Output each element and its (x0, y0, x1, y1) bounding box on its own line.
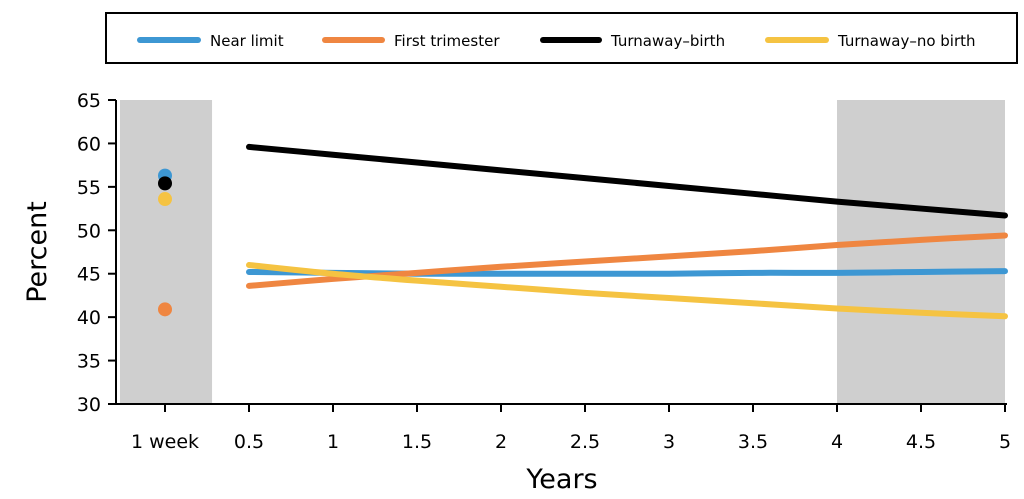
x-axis-title: Years (525, 464, 597, 495)
x-tick-label: 1 (327, 431, 339, 453)
y-tick-label: 45 (77, 264, 101, 286)
y-tick-label: 30 (77, 394, 101, 416)
x-tick-label: 1.5 (402, 431, 432, 453)
shaded-region-0 (120, 100, 213, 404)
y-tick-label: 50 (77, 220, 101, 242)
x-tick-label: 4 (831, 431, 843, 453)
legend-box (105, 12, 1018, 64)
legend-item-near-limit: Near limit (137, 32, 284, 50)
y-tick-label: 35 (77, 351, 101, 373)
x-tick-label: 3.5 (738, 431, 768, 453)
series-line-turnaway-birth (246, 143, 1008, 219)
x-tick-label: 3 (663, 431, 675, 453)
y-axis-ticks: 30 35 40 45 50 55 60 65 (77, 90, 116, 416)
x-tick-label: 5 (999, 431, 1011, 453)
shaded-region-1 (837, 100, 1005, 404)
legend-item-turnaway-no-birth: Turnaway–no birth (765, 32, 976, 50)
one-week-point-turnaway-birth (158, 176, 172, 191)
one-week-point-turnaway-no-birth (158, 192, 172, 207)
y-tick-label: 40 (77, 307, 101, 329)
x-axis-ticks: 1 week 0.5 1 1.5 2 2.5 3 3.5 4 4.5 5 (131, 404, 1011, 453)
legend-label-turnaway-birth: Turnaway–birth (610, 32, 725, 50)
y-axis-title: Percent (22, 201, 53, 303)
x-tick-label: 2 (495, 431, 507, 453)
x-tick-label: 2.5 (570, 431, 600, 453)
y-tick-label: 60 (77, 133, 101, 155)
series-line-turnaway-no-birth (246, 262, 1008, 320)
one-week-points (158, 168, 172, 317)
legend-item-first-trimester: First trimester (322, 32, 500, 50)
y-tick-label: 65 (77, 90, 101, 112)
one-week-point-first-trimester (158, 302, 172, 317)
y-tick-label: 55 (77, 177, 101, 199)
x-tick-label: 0.5 (234, 431, 264, 453)
legend-label-first-trimester: First trimester (394, 32, 500, 50)
legend-item-turnaway-birth: Turnaway–birth (540, 32, 725, 50)
x-tick-label: 4.5 (906, 431, 936, 453)
legend-label-near-limit: Near limit (210, 32, 284, 50)
shaded-regions (120, 100, 1005, 404)
series-lines (246, 143, 1008, 320)
x-tick-label: 1 week (131, 431, 199, 453)
legend: Near limit First trimester Turnaway–birt… (105, 12, 1018, 64)
legend-label-turnaway-no-birth: Turnaway–no birth (837, 32, 976, 50)
